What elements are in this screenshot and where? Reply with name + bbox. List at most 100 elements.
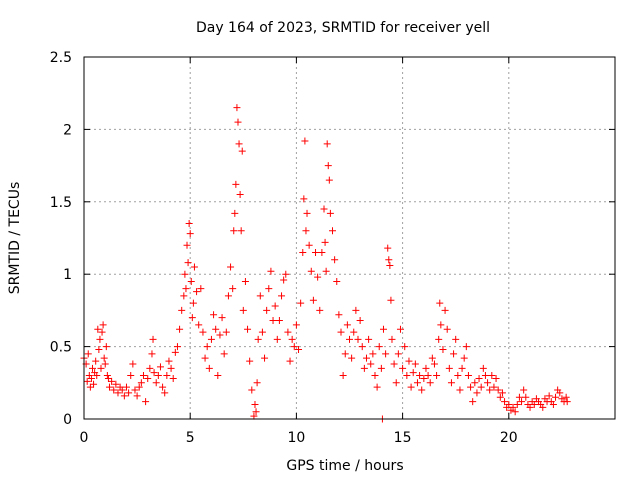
data-point (203, 343, 211, 351)
x-tick-label: 20 (500, 430, 518, 446)
chart-title: Day 164 of 2023, SRMTID for receiver yel… (196, 20, 490, 36)
data-point (188, 314, 196, 322)
data-point (324, 162, 332, 170)
data-point (131, 386, 139, 394)
data-point (96, 335, 104, 343)
data-point (323, 140, 331, 148)
data-point (505, 401, 513, 409)
data-point (105, 383, 113, 391)
data-point (137, 379, 145, 387)
data-point (253, 379, 261, 387)
data-point (135, 383, 143, 391)
data-point (392, 379, 400, 387)
data-point (214, 372, 222, 380)
data-point (563, 398, 571, 406)
data-point (232, 180, 240, 188)
data-point (250, 412, 258, 420)
data-point (520, 386, 528, 394)
data-point (165, 357, 173, 365)
data-point (348, 354, 356, 362)
data-point (390, 360, 398, 368)
y-axis-title: SRMTID / TECUs (7, 182, 23, 295)
data-point (428, 354, 436, 362)
data-point (112, 380, 120, 388)
data-point (320, 205, 328, 213)
data-point (286, 357, 294, 365)
data-point (403, 372, 411, 380)
data-point (278, 292, 286, 300)
data-point (498, 389, 506, 397)
data-point (265, 285, 273, 293)
data-point (301, 137, 309, 145)
data-point (471, 379, 479, 387)
data-point (299, 248, 307, 256)
data-point (125, 389, 133, 397)
data-point (263, 306, 271, 314)
data-point (251, 401, 259, 409)
data-point (373, 383, 381, 391)
data-point (248, 386, 256, 394)
data-point (183, 241, 191, 249)
data-point (326, 209, 334, 217)
data-point (458, 364, 466, 372)
data-point (387, 296, 395, 304)
data-point (212, 325, 220, 333)
data-point (234, 118, 242, 126)
data-point (303, 209, 311, 217)
data-point (184, 259, 192, 267)
data-point (173, 343, 181, 351)
data-point (195, 321, 203, 329)
data-point (492, 374, 500, 382)
data-point (86, 383, 94, 391)
data-point (436, 299, 444, 307)
data-point (494, 386, 502, 394)
data-point (150, 369, 158, 377)
data-point (229, 285, 237, 293)
data-point (307, 267, 315, 275)
data-point (94, 325, 102, 333)
data-point (552, 393, 560, 401)
data-point (462, 343, 470, 351)
data-point (238, 147, 246, 155)
data-point (271, 302, 279, 310)
data-point (522, 393, 530, 401)
data-point (176, 325, 184, 333)
data-point (549, 401, 557, 409)
data-point (254, 335, 262, 343)
data-point (358, 343, 366, 351)
data-point (405, 357, 413, 365)
data-point (325, 176, 333, 184)
data-point (530, 401, 538, 409)
x-axis-title: GPS time / hours (286, 458, 403, 474)
y-tick-label: 0.5 (50, 340, 72, 356)
data-point (481, 372, 489, 380)
data-point (120, 392, 128, 400)
data-point (511, 408, 519, 416)
data-point (464, 372, 472, 380)
data-point (443, 325, 451, 333)
data-point (430, 360, 438, 368)
data-point (433, 372, 441, 380)
data-point (331, 256, 339, 264)
data-point (518, 398, 526, 406)
data-point (439, 345, 447, 353)
data-point (269, 317, 277, 325)
data-point (102, 343, 110, 351)
data-point (218, 314, 226, 322)
data-point (108, 377, 116, 385)
data-point (93, 372, 101, 380)
data-point (539, 403, 547, 411)
data-point (185, 220, 193, 228)
data-point (360, 364, 368, 372)
x-axis-ticks: 0 5 10 15 20 (80, 57, 518, 446)
grid-lines (84, 57, 615, 419)
data-point (231, 209, 239, 217)
data-point (401, 343, 409, 351)
data-point (154, 372, 162, 380)
data-point (133, 392, 141, 400)
data-point (424, 372, 432, 380)
data-point (473, 389, 481, 397)
data-point (197, 285, 205, 293)
data-point (335, 311, 343, 319)
